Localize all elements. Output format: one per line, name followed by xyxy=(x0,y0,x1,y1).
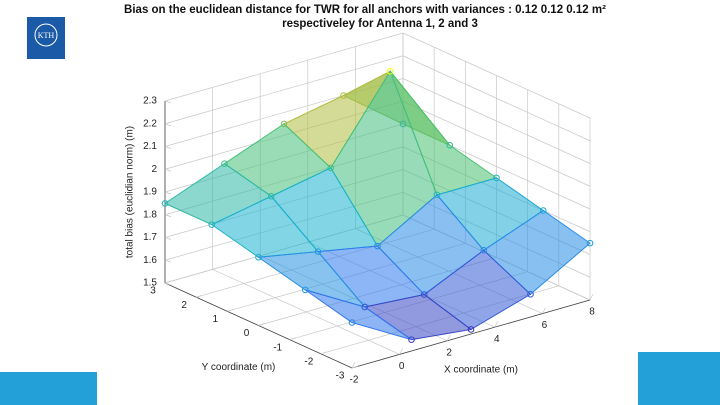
z-tick xyxy=(164,237,172,240)
z-tick xyxy=(164,100,172,104)
y-tick-label: -2 xyxy=(304,356,313,367)
y-tick-label: -3 xyxy=(336,371,345,382)
y-tick-label: 2 xyxy=(181,300,187,311)
anchor-point xyxy=(280,120,288,128)
x-tick-label: 0 xyxy=(399,361,405,372)
x-tick xyxy=(589,293,594,301)
anchor-point xyxy=(314,248,322,255)
z-tick-label: 1.7 xyxy=(143,232,157,243)
anchor-point xyxy=(493,174,500,182)
corner-block xyxy=(0,372,97,405)
x-tick-label: 2 xyxy=(446,347,452,358)
anchor-point xyxy=(361,303,369,311)
anchor-point xyxy=(527,290,534,298)
surface-patch xyxy=(304,289,412,341)
y-tick xyxy=(351,365,359,369)
anchor-point xyxy=(208,221,216,228)
anchor-point xyxy=(267,192,275,200)
y-axis-label: Y coordinate (m) xyxy=(202,362,276,373)
z-tick-label: 1.8 xyxy=(143,209,157,220)
y-tick-label: 1 xyxy=(213,314,219,325)
z-tick xyxy=(164,259,172,263)
y-tick xyxy=(164,280,172,284)
y-tick-label: 0 xyxy=(244,328,250,339)
x-tick-label: 6 xyxy=(542,320,548,331)
x-tick xyxy=(494,321,499,328)
z-tick-label: 2 xyxy=(151,164,157,175)
z-tick-label: 1.9 xyxy=(143,187,157,198)
y-tick xyxy=(196,294,203,298)
z-tick-label: 2.1 xyxy=(143,141,157,152)
x-tick xyxy=(542,307,546,314)
chart-subtitle: respectiveley for Antenna 1, 2 and 3 xyxy=(282,18,478,30)
z-tick xyxy=(164,123,172,127)
anchor-point xyxy=(420,291,428,298)
y-tick xyxy=(320,351,327,355)
anchor-point xyxy=(301,286,309,294)
anchor-point xyxy=(480,246,488,254)
z-tick xyxy=(164,282,172,286)
x-tick xyxy=(446,334,451,341)
anchor-point xyxy=(408,336,415,343)
z-tick-label: 1.5 xyxy=(143,278,157,289)
z-tick-label: 2.3 xyxy=(143,96,157,107)
anchor-point xyxy=(399,120,407,128)
y-tick-label: 3 xyxy=(150,286,156,297)
y-tick xyxy=(227,309,234,312)
chart-title: Bias on the euclidean distance for TWR f… xyxy=(124,4,606,16)
x-tick-label: -2 xyxy=(350,375,359,386)
logo-text: KTH xyxy=(38,31,55,40)
x-tick xyxy=(399,348,403,355)
z-axis-label: total bias (euclidian norm) (m) xyxy=(125,126,136,258)
z-tick xyxy=(164,191,172,195)
anchor-point xyxy=(221,160,228,167)
y-tick xyxy=(258,323,265,326)
anchor-point xyxy=(161,200,169,207)
z-tick-label: 1.6 xyxy=(143,255,157,266)
x-axis-label: X coordinate (m) xyxy=(444,365,518,376)
y-tick-label: -1 xyxy=(273,342,282,353)
z-tick-label: 2.2 xyxy=(143,118,157,129)
x-tick-label: 8 xyxy=(589,307,595,318)
z-tick xyxy=(164,146,172,149)
anchor-point xyxy=(348,319,356,326)
anchor-point xyxy=(467,326,475,333)
anchor-point xyxy=(255,253,262,261)
z-tick xyxy=(164,214,172,218)
corner-block xyxy=(638,352,720,405)
anchor-point xyxy=(539,207,547,214)
anchor-point xyxy=(374,242,381,250)
x-tick xyxy=(351,361,356,369)
anchor-point xyxy=(340,92,347,99)
x-tick-label: 4 xyxy=(494,334,500,345)
anchor-point xyxy=(433,191,441,199)
logo-emblem xyxy=(34,23,58,47)
anchor-point xyxy=(386,67,394,75)
y-tick xyxy=(289,337,296,340)
anchor-point xyxy=(327,164,335,172)
anchor-point xyxy=(446,141,454,149)
anchor-point xyxy=(586,239,594,247)
z-tick xyxy=(164,168,172,172)
